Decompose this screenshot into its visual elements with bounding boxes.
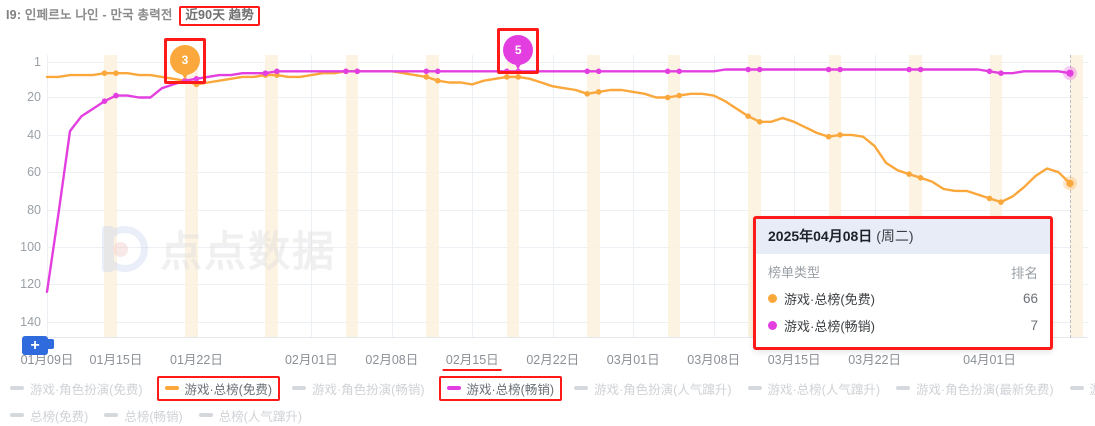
legend-item-label: 游戏·总榜(最新免费) — [1090, 379, 1095, 398]
legend-item-label: 游戏·角色扮演(最新免费) — [916, 379, 1054, 398]
legend-item-label: 游戏·总榜(畅销) — [467, 379, 555, 398]
tooltip-col-type: 榜单类型 — [768, 262, 1011, 281]
legend-item[interactable]: 游戏·总榜(人气蹿升) — [746, 378, 883, 399]
watermark: 点点数据 — [98, 218, 336, 279]
tooltip-row: 游戏·总榜(免费)66 — [768, 285, 1038, 312]
tooltip-series-label: 游戏·总榜(免费) — [768, 289, 1023, 308]
x-axis-tick-label: 02月22日 — [526, 349, 579, 368]
x-axis-tick-label: 02月15日 — [446, 349, 499, 368]
annotation-pin-label: 3 — [170, 45, 200, 75]
page-title: I9: 인페르노 나인 - 만국 총력전 近90天 趋势 — [6, 4, 260, 26]
annotation-pin[interactable]: 5 — [503, 35, 533, 71]
annotation-pin-label: 5 — [503, 35, 533, 65]
y-axis-tick-label: 100 — [1, 240, 41, 254]
range-label[interactable]: 近90天 趋势 — [179, 6, 260, 26]
x-axis-tick-label: 02月08日 — [365, 349, 418, 368]
x-axis-tick-label: 02月01日 — [285, 349, 338, 368]
x-axis-tick-label: 03月22日 — [848, 349, 901, 368]
legend-swatch-icon — [104, 413, 118, 417]
title-main: 인페르노 나인 - 만국 총력전 — [25, 8, 173, 22]
zoom-in-label: + — [30, 338, 39, 354]
legend-item[interactable]: 游戏·角色扮演(人气蹿升) — [572, 378, 734, 399]
zoom-in-button[interactable]: + — [22, 336, 48, 355]
y-axis-tick-label: 140 — [1, 315, 41, 329]
legend-item[interactable]: 游戏·总榜(畅销) — [439, 376, 563, 401]
tooltip-series-dot-icon — [768, 321, 777, 330]
x-axis-tick-label: 01月15日 — [90, 349, 143, 368]
tooltip-column-headers: 榜单类型 排名 — [768, 258, 1038, 285]
legend-item-label: 游戏·总榜(免费) — [185, 379, 273, 398]
legend-swatch-icon — [1070, 386, 1084, 390]
x-axis-tick-label: 03月08日 — [687, 349, 740, 368]
annotation-pin[interactable]: 3 — [170, 45, 200, 81]
x-axis-tick-label: 03月15日 — [768, 349, 821, 368]
y-axis-tick-label: 20 — [1, 90, 41, 104]
legend-item-label: 游戏·角色扮演(人气蹿升) — [594, 379, 732, 398]
legend-swatch-icon — [10, 386, 24, 390]
legend-swatch-icon — [574, 386, 588, 390]
legend-row-primary: 游戏·角色扮演(免费) 游戏·总榜(免费) 游戏·角色扮演(畅销) 游戏·总榜(畅销)… — [8, 378, 1093, 398]
legend-swatch-icon — [447, 386, 461, 390]
legend-item-label: 游戏·总榜(人气蹿升) — [768, 379, 881, 398]
tooltip-header: 2025年04月08日 (周二) — [756, 219, 1050, 254]
legend-swatch-icon — [10, 413, 24, 417]
legend: 游戏·角色扮演(免费) 游戏·总榜(免费) 游戏·角色扮演(畅销) 游戏·总榜(畅销)… — [8, 378, 1093, 425]
tooltip-series-label: 游戏·总榜(畅销) — [768, 316, 1030, 335]
legend-item-label: 游戏·角色扮演(免费) — [30, 379, 143, 398]
legend-swatch-icon — [748, 386, 762, 390]
legend-item[interactable]: 总榜(免费) — [8, 405, 90, 426]
x-axis-tick-label: 03月01日 — [607, 349, 660, 368]
legend-item[interactable]: 游戏·角色扮演(最新免费) — [894, 378, 1056, 399]
legend-item[interactable]: 游戏·总榜(最新免费) — [1068, 378, 1095, 399]
legend-row-secondary: 总榜(免费) 总榜(畅销) 总榜(人气蹿升) — [8, 405, 1093, 425]
x-axis-tick-label: 01月22日 — [170, 349, 223, 368]
legend-item-label: 总榜(免费) — [30, 406, 88, 425]
x-axis-tick-label: 04月01日 — [963, 349, 1016, 368]
legend-item[interactable]: 游戏·角色扮演(免费) — [8, 378, 145, 399]
tooltip-row: 游戏·总榜(畅销)7 — [768, 312, 1038, 339]
legend-item-label: 总榜(畅销) — [124, 406, 182, 425]
tooltip-series-value: 7 — [1030, 318, 1038, 333]
legend-swatch-icon — [199, 413, 213, 417]
legend-item-label: 游戏·角色扮演(畅销) — [312, 379, 425, 398]
tooltip-series-value: 66 — [1023, 291, 1038, 306]
legend-item-label: 总榜(人气蹿升) — [219, 406, 302, 425]
y-axis-tick-label: 80 — [1, 203, 41, 217]
tooltip-series-dot-icon — [768, 294, 777, 303]
legend-swatch-icon — [292, 386, 306, 390]
tooltip-weekday: (周二) — [876, 228, 913, 244]
y-axis-tick-label: 60 — [1, 165, 41, 179]
legend-item[interactable]: 游戏·角色扮演(畅销) — [290, 378, 427, 399]
tooltip-date: 2025年04月08日 — [768, 228, 872, 244]
legend-item[interactable]: 游戏·总榜(免费) — [157, 376, 281, 401]
brand-logo-icon — [98, 222, 152, 276]
watermark-text: 点点数据 — [160, 218, 336, 279]
legend-swatch-icon — [165, 386, 179, 390]
tooltip-col-rank: 排名 — [1011, 262, 1038, 282]
y-axis-tick-label: 1 — [1, 55, 41, 69]
legend-item[interactable]: 总榜(畅销) — [102, 405, 184, 426]
y-axis-tick-label: 120 — [1, 277, 41, 291]
legend-item[interactable]: 总榜(人气蹿升) — [197, 405, 304, 426]
y-axis-tick-label: 40 — [1, 128, 41, 142]
legend-swatch-icon — [896, 386, 910, 390]
title-prefix: I9: — [6, 8, 21, 22]
